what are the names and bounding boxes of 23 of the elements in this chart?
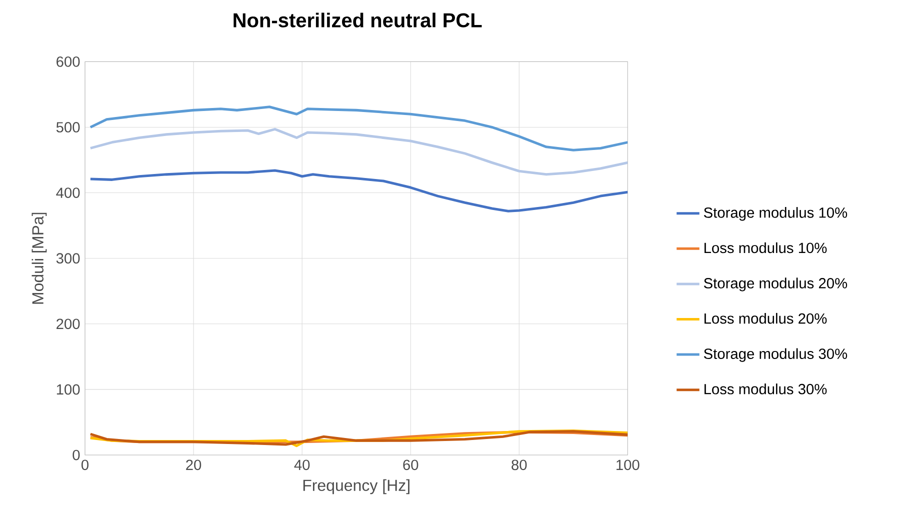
legend-label: Loss modulus 30% [704,384,827,394]
chart-title: Non-sterilized neutral PCL [234,12,482,28]
y-axis-title: Moduli [MPa] [32,212,47,304]
legend-label: Loss modulus 10% [704,242,827,254]
y-tick-label: 200 [56,318,80,330]
y-tick-label: 0 [72,450,80,460]
y-tick-label: 300 [56,253,80,264]
y-tick-label: 400 [56,188,80,198]
x-tick-label: 80 [512,460,527,470]
x-tick-label: 0 [81,460,88,470]
x-tick-label: 100 [616,460,640,470]
y-tick-label: 500 [56,122,80,132]
legend-label: Storage modulus 30% [704,348,848,362]
legend-label: Loss modulus 20% [704,312,827,324]
line-series [89,169,628,212]
x-axis-title: Frequency [Hz] [303,479,410,494]
x-tick-label: 20 [186,460,202,470]
x-tick-label: 60 [403,460,418,470]
legend-label: Storage modulus 10% [704,207,848,221]
x-tick-label: 40 [294,460,310,470]
y-tick-label: 100 [56,384,80,395]
y-tick-label: 600 [56,56,80,67]
legend-label: Storage modulus 20% [704,278,848,292]
